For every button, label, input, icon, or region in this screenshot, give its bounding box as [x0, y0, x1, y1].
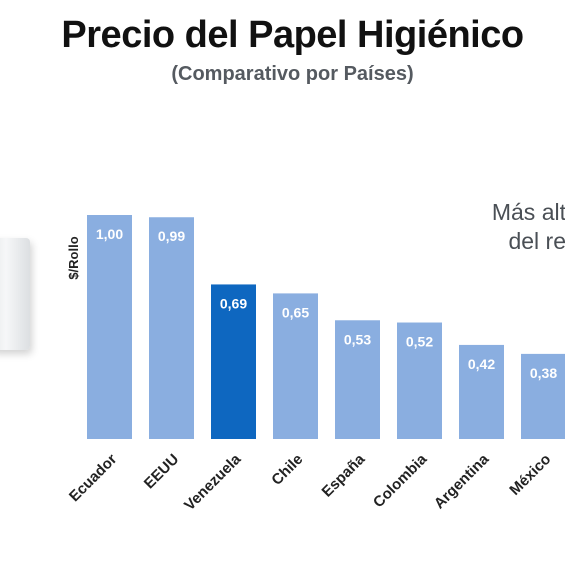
toilet-paper-roll-image [0, 238, 30, 350]
category-label-7: México [506, 451, 554, 499]
category-label-1: EEUU [141, 451, 182, 492]
category-label-6: Argentina [431, 450, 493, 512]
bar-3 [273, 293, 318, 439]
bar-5 [397, 322, 442, 439]
value-label-5: 0,52 [406, 334, 433, 350]
bar-7 [521, 353, 565, 439]
value-label-4: 0,53 [344, 331, 371, 347]
value-labels-group: 1,00 0,99 0,69 0,65 0,53 0,52 0,42 0,38 [96, 226, 557, 381]
callout-text: Más alt del re [430, 198, 565, 256]
callout-line-1: Más alt [491, 199, 565, 225]
value-label-7: 0,38 [530, 365, 557, 381]
value-label-2: 0,69 [220, 295, 247, 311]
chart-title: Precio del Papel Higiénico [61, 14, 524, 56]
bars-group [87, 215, 565, 439]
category-label-2: Venezuela [181, 450, 245, 514]
value-label-1: 0,99 [158, 228, 185, 244]
bar-4 [335, 320, 380, 439]
chart-subtitle: (Comparativo por Países) [171, 63, 414, 85]
value-label-0: 1,00 [96, 226, 123, 242]
bar-0 [87, 215, 132, 439]
category-label-5: Colombia [370, 450, 431, 511]
y-axis-label: $/Rollo [66, 236, 81, 279]
bar-6 [459, 344, 504, 439]
category-label-4: España [319, 450, 369, 500]
bar-1 [149, 217, 194, 439]
bar-2 [211, 284, 256, 439]
callout-line-2: del re [508, 228, 565, 254]
value-label-3: 0,65 [282, 304, 309, 320]
category-label-3: Chile [268, 451, 306, 489]
category-label-0: Ecuador [66, 451, 121, 506]
value-label-6: 0,42 [468, 356, 495, 372]
